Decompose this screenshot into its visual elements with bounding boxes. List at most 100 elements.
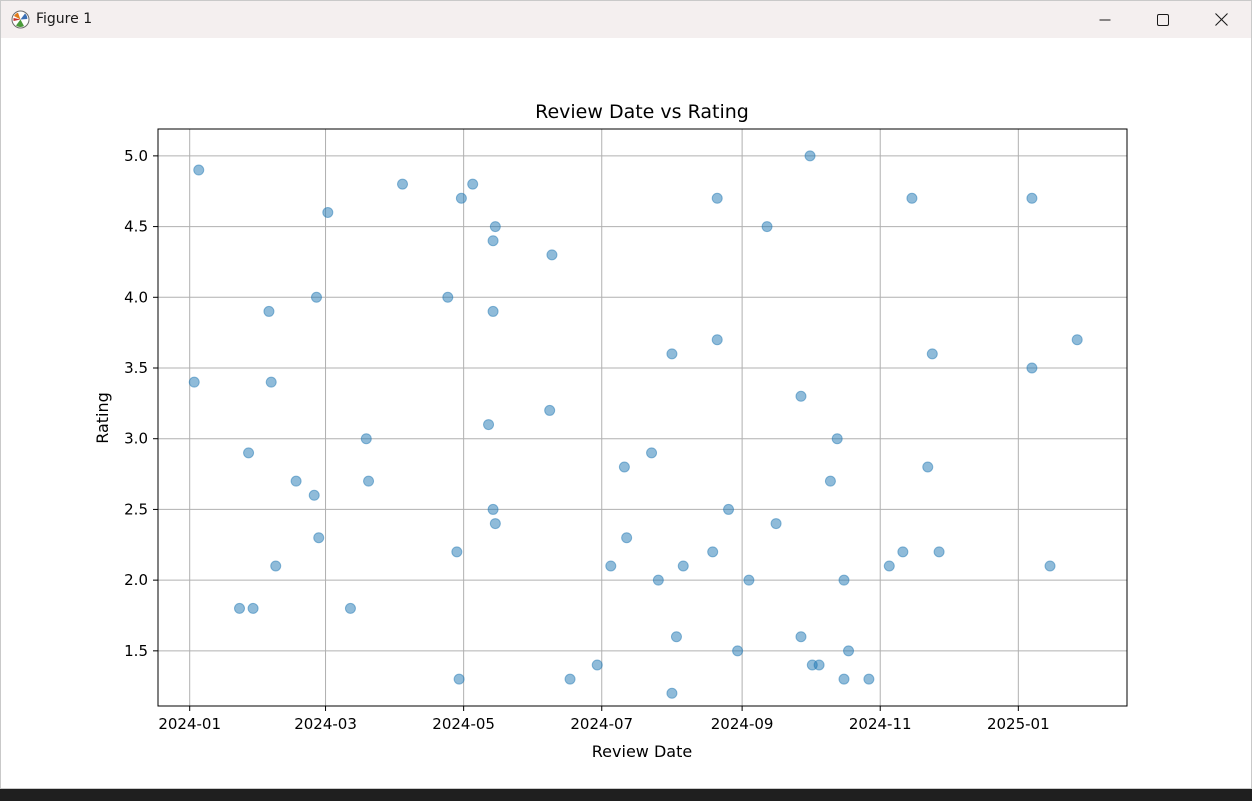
data-point (487, 305, 499, 317)
x-tick-label: 2024-07 (570, 715, 633, 733)
axis-ticks: 2024-01 2024-03 2024-05 2024-07 2024-09 2024-… (124, 147, 1050, 733)
y-tick-label: 2.0 (124, 571, 148, 589)
y-tick-label: 3.0 (124, 430, 148, 448)
data-point (605, 560, 617, 572)
data-point (243, 447, 255, 459)
data-point (795, 390, 807, 402)
scatter-chart: 2024-01 2024-03 2024-05 2024-07 2024-09 2024-… (93, 101, 1128, 761)
y-tick-label: 3.5 (124, 359, 148, 377)
data-point (487, 235, 499, 247)
data-point (322, 206, 334, 218)
x-axis-label: Review Date (592, 742, 692, 761)
plot-frame (157, 128, 1128, 707)
data-point (926, 348, 938, 360)
data-point (933, 546, 945, 558)
data-point (711, 192, 723, 204)
window-title: Figure 1 (36, 11, 93, 27)
data-point (824, 475, 836, 487)
y-tick-label: 4.0 (124, 288, 148, 306)
data-point (670, 631, 682, 643)
data-point (711, 334, 723, 346)
data-point (546, 249, 558, 261)
data-point (906, 192, 918, 204)
data-point (621, 532, 633, 544)
data-point (646, 447, 658, 459)
maximize-icon (1157, 13, 1169, 26)
data-point (489, 518, 501, 530)
data-point (813, 659, 825, 671)
x-tick-label: 2025-01 (987, 715, 1050, 733)
data-point (363, 475, 375, 487)
y-tick-label: 2.5 (124, 500, 148, 518)
data-point (922, 461, 934, 473)
close-button[interactable] (1192, 1, 1250, 38)
minimize-icon (1099, 19, 1111, 20)
data-point (487, 503, 499, 515)
x-tick-label: 2024-05 (432, 715, 495, 733)
data-point (743, 574, 755, 586)
data-point (344, 602, 356, 614)
data-point (795, 631, 807, 643)
data-point (677, 560, 689, 572)
data-point (838, 673, 850, 685)
data-point (442, 291, 454, 303)
minimize-button[interactable] (1076, 1, 1134, 38)
taskbar-edge (0, 789, 1252, 801)
maximize-button[interactable] (1134, 1, 1192, 38)
data-point (453, 673, 465, 685)
data-point (1044, 560, 1056, 572)
data-point (265, 376, 277, 388)
data-point (831, 433, 843, 445)
data-point (270, 560, 282, 572)
data-point (897, 546, 909, 558)
data-point (451, 546, 463, 558)
data-points (188, 150, 1083, 699)
data-point (193, 164, 205, 176)
data-point (397, 178, 409, 190)
data-point (863, 673, 875, 685)
x-tick-label: 2024-03 (294, 715, 357, 733)
data-point (838, 574, 850, 586)
data-point (188, 376, 200, 388)
data-point (1026, 362, 1038, 374)
x-tick-label: 2024-09 (711, 715, 774, 733)
data-point (544, 404, 556, 416)
data-point (618, 461, 630, 473)
data-point (313, 532, 325, 544)
data-point (489, 221, 501, 233)
x-tick-label: 2024-01 (158, 715, 221, 733)
data-point (308, 489, 320, 501)
data-point (467, 178, 479, 190)
data-point (666, 348, 678, 360)
data-point (707, 546, 719, 558)
data-point (360, 433, 372, 445)
data-point (247, 602, 259, 614)
data-point (591, 659, 603, 671)
data-point (666, 687, 678, 699)
figure-canvas[interactable]: 2024-01 2024-03 2024-05 2024-07 2024-09 2024-… (1, 38, 1251, 788)
data-point (310, 291, 322, 303)
x-tick-label: 2024-11 (849, 715, 912, 733)
title-bar[interactable]: Figure 1 (1, 1, 1251, 38)
data-point (723, 503, 735, 515)
plot-area (158, 129, 1127, 706)
data-point (761, 221, 773, 233)
data-point (732, 645, 744, 657)
data-point (770, 518, 782, 530)
y-tick-label: 5.0 (124, 147, 148, 165)
y-tick-label: 4.5 (124, 218, 148, 236)
data-point (263, 305, 275, 317)
chart-title: Review Date vs Rating (535, 101, 749, 123)
data-point (455, 192, 467, 204)
close-icon (1214, 13, 1228, 26)
data-point (290, 475, 302, 487)
data-point (883, 560, 895, 572)
matplotlib-figure-icon (11, 10, 30, 29)
data-point (564, 673, 576, 685)
data-point (234, 602, 246, 614)
data-point (483, 419, 495, 431)
data-point (1026, 192, 1038, 204)
data-point (804, 150, 816, 162)
y-tick-label: 1.5 (124, 642, 148, 660)
